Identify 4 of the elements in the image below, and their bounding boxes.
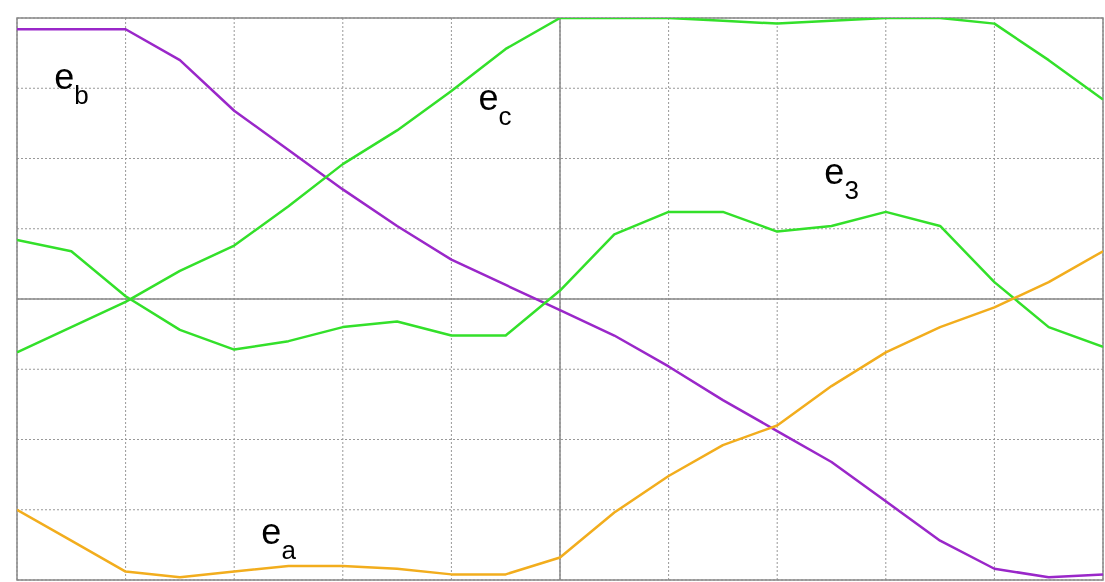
series-label: e$_{3}$ [824,150,859,205]
series-label: e$_{a}$ [261,510,297,565]
series-label: e$_{b}$ [54,56,89,111]
series-label: e$_{c}$ [478,76,512,131]
